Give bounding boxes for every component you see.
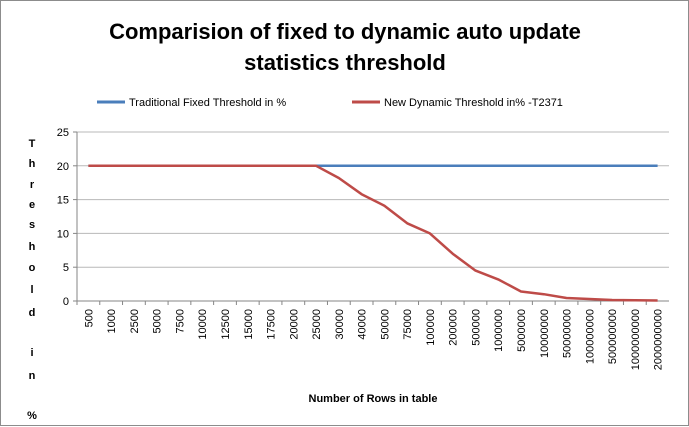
- y-tick-labels: 0 5 10 15 20 25: [57, 127, 69, 308]
- x-tick-label: 2000000000: [653, 309, 665, 370]
- y-tick-label: 5: [63, 262, 69, 274]
- x-tick-label: 2500: [129, 309, 141, 333]
- x-tick-label: 500000000: [607, 309, 619, 364]
- x-tick-labels: 500 1000 2500 5000 7500 10000 12500 15000 17500 2…: [83, 309, 664, 370]
- x-tick-label: 12500: [220, 309, 232, 340]
- chart-title-line-1: Comparision of fixed to dynamic auto upd…: [109, 19, 581, 44]
- x-tick-label: 10000: [197, 309, 209, 340]
- x-tick-label: 25000: [311, 309, 323, 340]
- y-tick-label: 0: [63, 296, 69, 308]
- legend: Traditional Fixed Threshold in % New Dyn…: [97, 97, 563, 109]
- gridlines: [73, 131, 669, 305]
- x-tick-label: 7500: [174, 309, 186, 333]
- x-tick-label: 30000: [334, 309, 346, 340]
- x-tick-label: 5000: [152, 309, 164, 333]
- x-tick-label: 1000: [106, 309, 118, 333]
- x-tick-label: 1000000: [493, 309, 505, 352]
- x-tick-label: 50000: [379, 309, 391, 340]
- x-tick-label: 40000: [357, 309, 369, 340]
- x-tick-label: 5000000: [516, 309, 528, 352]
- legend-label-dynamic: New Dynamic Threshold in% -T2371: [384, 97, 563, 109]
- chart-title-line-2: statistics threshold: [244, 50, 446, 75]
- series-line-dynamic: [88, 164, 658, 302]
- series-lines: [88, 164, 658, 302]
- x-tick-label: 500: [83, 309, 95, 327]
- x-tick-label: 200000: [448, 309, 460, 346]
- y-tick-label: 25: [57, 127, 69, 139]
- x-tick-label: 10000000: [539, 309, 551, 358]
- y-tick-label: 20: [57, 161, 69, 173]
- x-tick-label: 100000: [425, 309, 437, 346]
- x-tick-label: 500000: [470, 309, 482, 346]
- legend-label-fixed: Traditional Fixed Threshold in %: [129, 97, 286, 109]
- x-tick-label: 20000: [288, 309, 300, 340]
- x-tick-label: 17500: [266, 309, 278, 340]
- x-tick-label: 1000000000: [630, 309, 642, 370]
- x-tick-label: 50000000: [562, 309, 574, 358]
- x-axis-label: Number of Rows in table: [309, 393, 438, 405]
- x-tick-label: 15000: [243, 309, 255, 340]
- y-tick-label: 10: [57, 228, 69, 240]
- x-tick-label: 75000: [402, 309, 414, 340]
- y-tick-label: 15: [57, 195, 69, 207]
- x-tick-label: 100000000: [584, 309, 596, 364]
